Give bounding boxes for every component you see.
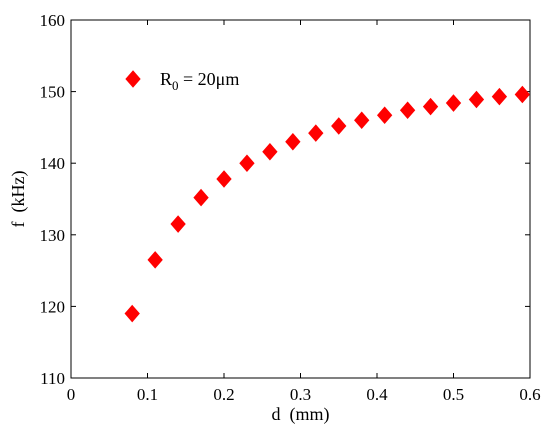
data-point (514, 85, 531, 104)
legend-label: R0 = 20μm (160, 69, 239, 93)
data-point (170, 215, 186, 233)
data-point (262, 142, 278, 161)
x-tick-label: 0.5 (443, 385, 464, 404)
data-point (285, 132, 301, 151)
data-point (422, 97, 439, 116)
data-point (239, 154, 255, 172)
data-point (193, 188, 209, 207)
x-tick-label: 0.1 (137, 385, 158, 404)
y-tick-label: 140 (40, 154, 66, 173)
y-axis: 110 120 130 140 150 160 (40, 11, 530, 388)
data-point (445, 94, 462, 112)
x-axis: 0 0.1 0.2 0.3 0.4 0.5 0.6 (67, 20, 541, 404)
plot-frame (70, 19, 531, 379)
data-point (376, 106, 393, 124)
data-point (331, 117, 347, 135)
y-tick-label: 110 (40, 369, 65, 388)
plot-area (70, 19, 531, 379)
x-tick-label: 0 (67, 385, 76, 404)
data-point (308, 124, 324, 142)
data-point (468, 90, 485, 109)
data-point (399, 101, 416, 119)
y-axis-label: f (kHz) (8, 171, 29, 228)
y-tick-label: 120 (40, 297, 66, 316)
data-point (124, 304, 140, 323)
x-tick-label: 0.4 (366, 385, 388, 404)
data-point (491, 87, 508, 106)
legend: R0 = 20μm (125, 69, 239, 93)
data-series (124, 85, 531, 323)
legend-marker (125, 70, 141, 88)
data-point (216, 170, 232, 188)
x-axis-label: d (mm) (272, 404, 330, 425)
y-tick-label: 150 (40, 83, 66, 102)
x-tick-label: 0.2 (213, 385, 234, 404)
y-tick-label: 160 (40, 11, 66, 30)
data-point (147, 251, 163, 269)
x-tick-label: 0.3 (290, 385, 311, 404)
data-point (354, 111, 370, 129)
x-tick-label: 0.6 (519, 385, 540, 404)
y-tick-label: 130 (40, 226, 66, 245)
